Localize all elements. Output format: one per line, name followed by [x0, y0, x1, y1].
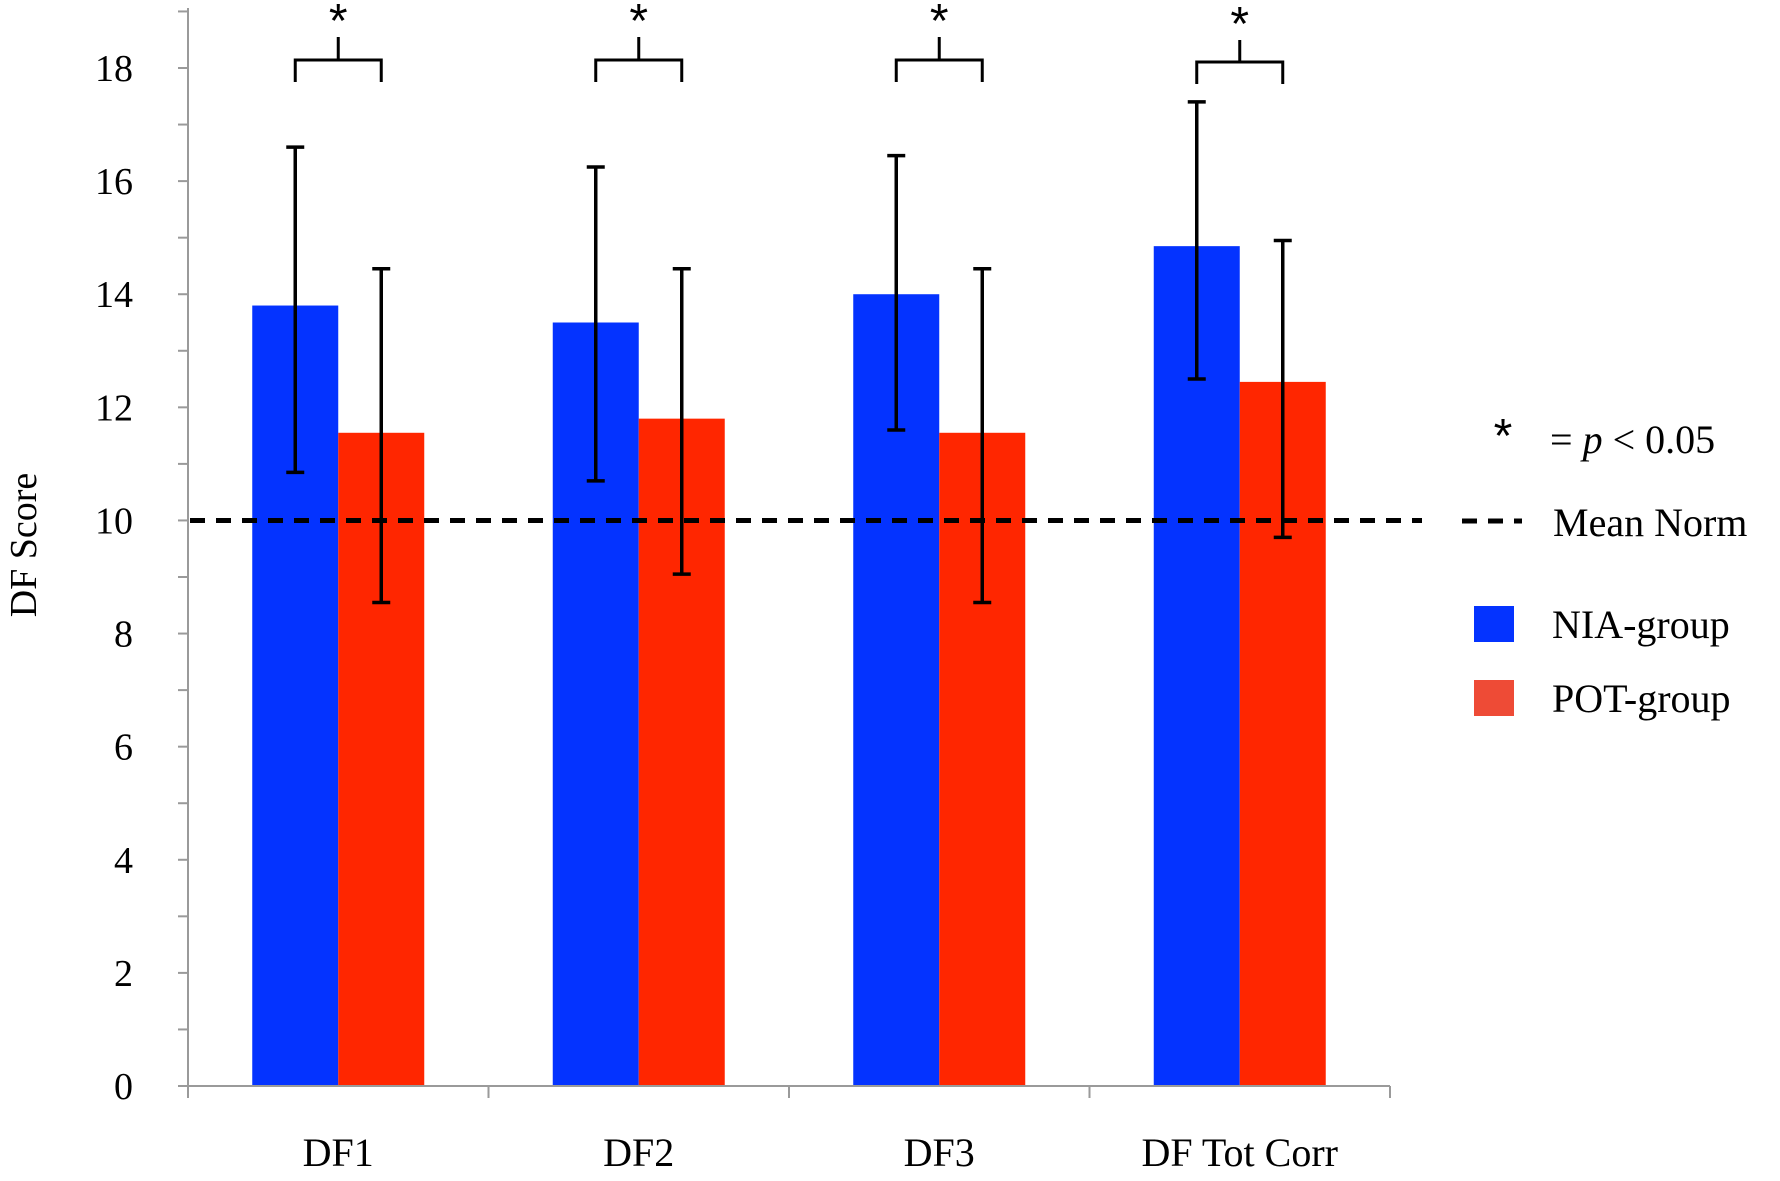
y-tick-label: 18	[95, 48, 133, 90]
y-tick-label: 6	[114, 727, 133, 769]
legend-swatch	[1474, 680, 1514, 716]
error-bar-pot-group-1	[372, 267, 391, 605]
legend-mean-norm-label: Mean Norm	[1553, 500, 1747, 545]
significance-star: *	[329, 0, 348, 48]
significance-layer: * * * *	[293, 0, 1285, 84]
legend-item-pot-group: POT-group	[1474, 676, 1731, 721]
significance-bracket-2: *	[594, 0, 684, 82]
bracket-line	[293, 58, 383, 82]
legend-swatch	[1474, 606, 1514, 642]
y-tick-label: 12	[95, 387, 133, 429]
bracket-line	[594, 58, 684, 82]
error-bar-nia-group-2	[586, 165, 605, 483]
y-tick-label: 4	[114, 840, 133, 882]
bracket-line	[1195, 60, 1285, 84]
significance-bracket-1: *	[293, 0, 383, 82]
error-bar-pot-group-2	[672, 267, 691, 576]
legend-star: *	[1494, 410, 1513, 463]
legend: * = p < 0.05 Mean Norm NIA-group POT-group	[1462, 410, 1747, 721]
significance-star: *	[1230, 0, 1249, 51]
error-bar-nia-group-4	[1187, 100, 1206, 381]
x-tick-label: DF1	[303, 1130, 374, 1175]
legend-label: POT-group	[1552, 676, 1731, 721]
error-bar-nia-group-1	[286, 145, 305, 475]
y-tick-label: 8	[114, 614, 133, 656]
y-tick-label: 10	[95, 500, 133, 542]
y-tick-label: 0	[114, 1066, 133, 1108]
error-bars-layer	[286, 100, 1292, 605]
error-bar-nia-group-3	[887, 153, 906, 432]
error-bar-pot-group-3	[973, 267, 992, 605]
x-tick-label: DF2	[603, 1130, 674, 1175]
error-bar-pot-group-4	[1273, 238, 1292, 540]
y-tick-label: 14	[95, 274, 133, 316]
bars-layer	[252, 246, 1326, 1087]
significance-bracket-3: *	[894, 0, 984, 82]
legend-mean-norm: Mean Norm	[1462, 500, 1747, 545]
x-tick-label: DF Tot Corr	[1142, 1130, 1338, 1175]
y-axis-title: DF Score	[3, 473, 45, 618]
bar-nia-group-4	[1153, 246, 1240, 1086]
significance-star: *	[629, 0, 648, 48]
significance-bracket-4: *	[1195, 0, 1285, 84]
legend-label: NIA-group	[1552, 602, 1730, 647]
legend-item-nia-group: NIA-group	[1474, 602, 1730, 647]
legend-significance: * = p < 0.05	[1494, 410, 1715, 463]
significance-star: *	[930, 0, 949, 48]
y-tick-label: 2	[114, 953, 133, 995]
axes-layer: 0 2 4 6 8 10 12 14 16 18 DF1 DF2 DF3 DF Tot Corr	[95, 8, 1391, 1175]
bracket-line	[894, 58, 984, 82]
legend-significance-text: = p < 0.05	[1550, 417, 1715, 462]
x-tick-label: DF3	[904, 1130, 975, 1175]
y-tick-label: 16	[95, 161, 133, 203]
